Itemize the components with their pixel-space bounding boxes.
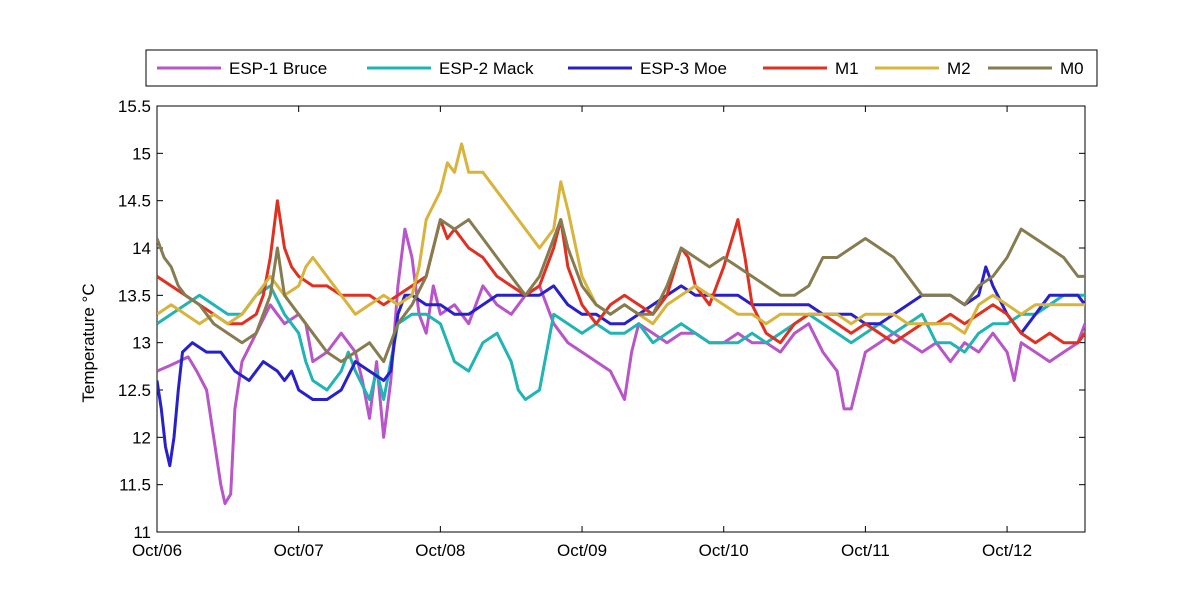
legend-label: M2 bbox=[947, 59, 971, 78]
series-line-esp-1-bruce bbox=[157, 227, 1085, 506]
y-tick-label: 15.5 bbox=[118, 97, 151, 116]
y-tick-label: 13.5 bbox=[118, 286, 151, 305]
y-tick-label: 14.5 bbox=[118, 192, 151, 211]
x-tick-label: Oct/07 bbox=[274, 541, 324, 560]
plot-frame bbox=[156, 105, 1086, 533]
x-tick-label: Oct/08 bbox=[415, 541, 465, 560]
y-tick-label: 12.5 bbox=[118, 381, 151, 400]
axes: 11 11.5 12 12.5 13 13.5 14 14.5 15 15.5 Oct/06 Oct/… bbox=[118, 97, 1086, 560]
x-tick-label: Oct/12 bbox=[982, 541, 1032, 560]
x-tick-label: Oct/10 bbox=[699, 541, 749, 560]
y-axis-label: Temperature °C bbox=[79, 283, 98, 402]
series-line-m2 bbox=[157, 142, 1085, 335]
series-line-m0 bbox=[157, 218, 1085, 364]
y-tick-label: 11.5 bbox=[119, 476, 151, 495]
x-tick-label: Oct/11 bbox=[841, 541, 890, 560]
legend-label: M1 bbox=[835, 59, 859, 78]
plot-area bbox=[157, 142, 1085, 506]
y-tick-label: 15 bbox=[132, 144, 151, 163]
legend-label: ESP-3 Moe bbox=[640, 59, 727, 78]
series-line-m1 bbox=[157, 199, 1085, 345]
y-tick-label: 12 bbox=[132, 428, 151, 447]
legend-label: M0 bbox=[1060, 59, 1084, 78]
y-tick-label: 11 bbox=[133, 523, 151, 542]
legend-label: ESP-2 Mack bbox=[439, 59, 534, 78]
y-tick-label: 13 bbox=[132, 334, 151, 353]
legend: ESP-1 Bruce ESP-2 Mack ESP-3 Moe M1 M2 M0 bbox=[145, 49, 1098, 87]
y-tick-label: 14 bbox=[132, 239, 151, 258]
x-tick-label: Oct/09 bbox=[557, 541, 607, 560]
legend-label: ESP-1 Bruce bbox=[229, 59, 327, 78]
x-tick-label: Oct/06 bbox=[132, 541, 182, 560]
